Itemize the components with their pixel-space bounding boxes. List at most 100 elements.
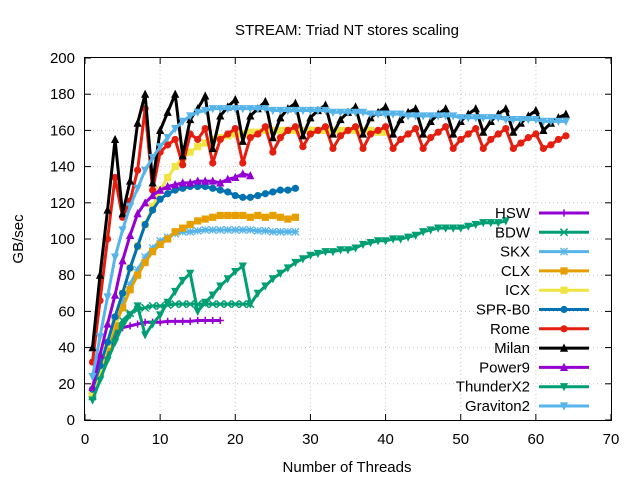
data-point	[427, 134, 435, 142]
x-tick-label: 60	[528, 431, 545, 448]
data-point	[442, 123, 450, 131]
data-point	[216, 111, 225, 120]
data-point	[291, 184, 299, 192]
data-point	[456, 224, 465, 233]
data-point	[179, 184, 187, 192]
data-point	[419, 228, 428, 237]
y-tick-label: 180	[50, 86, 75, 103]
data-point	[209, 159, 217, 167]
data-point	[456, 114, 465, 123]
data-point	[306, 130, 315, 138]
data-point	[472, 124, 480, 133]
data-point	[201, 215, 209, 223]
data-point	[216, 316, 224, 325]
data-point	[239, 193, 247, 201]
x-tick-label: 0	[81, 431, 89, 448]
data-point	[366, 110, 375, 119]
x-tick-label: 40	[377, 431, 394, 448]
data-point	[539, 117, 548, 126]
data-point	[560, 325, 568, 333]
data-point	[358, 240, 368, 250]
data-point	[208, 291, 217, 300]
y-tick-label: 20	[58, 376, 75, 393]
data-point	[388, 235, 398, 244]
data-point	[179, 161, 187, 169]
data-point	[201, 124, 209, 133]
legend-entry: SKX	[500, 244, 589, 261]
data-point	[539, 144, 547, 153]
data-point	[561, 109, 571, 118]
plot-border	[84, 57, 612, 421]
data-point	[268, 227, 277, 236]
data-point	[388, 129, 398, 138]
data-point	[193, 307, 202, 316]
data-point	[559, 402, 569, 411]
data-point	[254, 211, 262, 220]
data-point	[164, 173, 172, 182]
legend: HSW BDW SKX CLX ICX SPR-B0 Rome Milan Power9 Thun…	[456, 205, 589, 415]
data-point	[193, 176, 202, 185]
data-point	[141, 331, 150, 340]
data-point	[559, 383, 569, 392]
data-point	[246, 213, 254, 221]
data-point	[562, 132, 570, 140]
data-point	[426, 116, 435, 125]
data-point	[88, 382, 97, 392]
data-point	[208, 300, 217, 309]
series-line	[91, 107, 566, 377]
data-point	[313, 249, 323, 259]
data-point	[194, 182, 202, 191]
data-point	[194, 135, 202, 144]
y-tick-label: 80	[58, 267, 75, 284]
data-point	[118, 298, 127, 307]
data-point	[208, 143, 217, 153]
data-point	[134, 166, 142, 174]
data-point	[559, 247, 569, 256]
data-point	[103, 356, 112, 365]
data-point	[125, 230, 135, 239]
data-point	[223, 275, 232, 284]
data-point	[103, 293, 112, 302]
data-point	[216, 135, 224, 144]
data-point	[502, 124, 510, 133]
data-point	[479, 219, 488, 228]
data-point	[531, 115, 540, 125]
data-point	[397, 135, 405, 144]
series-graviton2	[88, 105, 571, 382]
data-point	[193, 226, 202, 235]
data-point	[238, 262, 247, 271]
data-point	[88, 391, 97, 399]
data-point	[559, 362, 569, 371]
data-point	[283, 264, 292, 273]
data-point	[494, 219, 503, 228]
data-point	[231, 211, 239, 220]
data-point	[110, 253, 120, 262]
data-point	[559, 228, 569, 237]
data-point	[238, 105, 247, 114]
data-point	[186, 317, 194, 325]
data-point	[358, 129, 368, 138]
data-point	[118, 304, 127, 312]
data-point	[328, 129, 338, 138]
data-point	[194, 316, 202, 325]
data-point	[156, 185, 165, 194]
data-point	[547, 141, 555, 149]
data-point	[344, 126, 352, 134]
data-point	[276, 106, 285, 116]
data-point	[171, 135, 179, 144]
data-point	[171, 186, 179, 194]
data-point	[381, 123, 390, 131]
data-point	[193, 108, 202, 117]
legend-label: BDW	[495, 224, 531, 241]
data-point	[343, 246, 353, 255]
series-line	[91, 185, 296, 390]
data-point	[494, 114, 503, 123]
data-point	[149, 186, 157, 194]
data-point	[359, 144, 367, 153]
data-point	[524, 134, 532, 142]
x-tick-label: 10	[152, 431, 169, 448]
data-point	[546, 117, 555, 126]
data-point	[561, 117, 571, 126]
data-point	[464, 130, 472, 138]
